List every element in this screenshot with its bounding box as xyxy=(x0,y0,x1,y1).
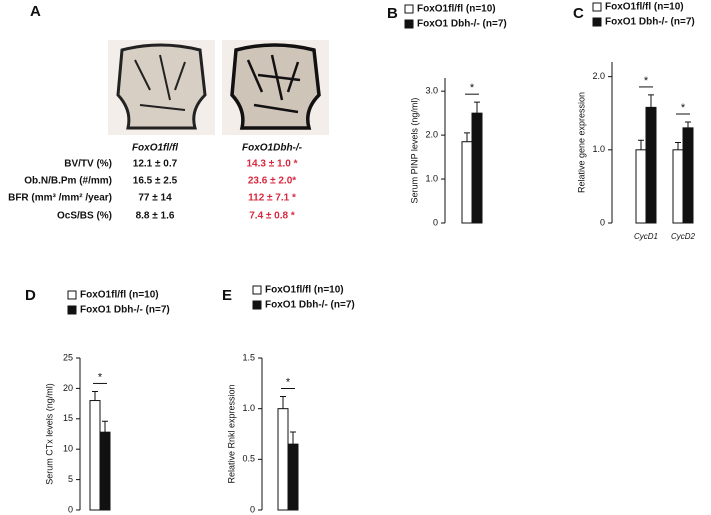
legend-label: FoxO1 Dbh-/- (n=7) xyxy=(265,300,355,311)
column-header: FoxO1fl/fl xyxy=(132,143,178,154)
bar xyxy=(277,408,289,511)
y-tick-label: 0 xyxy=(250,504,255,514)
row-label: Ob.N/B.Pm (#/mm) xyxy=(24,176,112,187)
significance-label: * xyxy=(470,82,475,94)
x-tick-label: CycD1 xyxy=(634,232,658,241)
error-bar xyxy=(290,431,296,445)
cell: 23.6 ± 2.0* xyxy=(248,176,296,187)
error-bar xyxy=(474,101,480,114)
y-tick-label: 2.0 xyxy=(592,71,605,81)
x-tick-label: CycD2 xyxy=(671,232,696,241)
y-tick-label: 15 xyxy=(63,413,73,423)
significance-label: * xyxy=(644,75,649,87)
legend-label: FoxO1fl/fl (n=10) xyxy=(605,2,684,13)
y-tick-label: 1.5 xyxy=(242,352,255,362)
legend-label: FoxO1 Dbh-/- (n=7) xyxy=(80,305,170,316)
y-tick-label: 0 xyxy=(600,217,605,227)
significance-label: * xyxy=(286,376,291,388)
error-bar xyxy=(648,94,654,108)
panel-letter: A xyxy=(30,3,41,20)
legend-swatch xyxy=(252,300,262,310)
cell: 77 ± 14 xyxy=(138,193,172,204)
y-tick-label: 20 xyxy=(63,383,73,393)
panel-letter: E xyxy=(222,287,232,304)
y-tick-label: 5 xyxy=(68,474,73,484)
error-bar xyxy=(92,390,98,401)
legend-swatch xyxy=(404,4,414,14)
error-bar xyxy=(280,396,286,409)
legend-swatch xyxy=(592,17,602,27)
error-bar xyxy=(675,142,681,150)
cell: 14.3 ± 1.0 * xyxy=(246,159,297,170)
bar xyxy=(672,149,684,224)
legend-label: FoxO1fl/fl (n=10) xyxy=(265,285,344,296)
row-label: BFR (mm³ /mm² /year) xyxy=(8,193,112,204)
legend-swatch xyxy=(252,285,262,295)
y-tick-label: 0 xyxy=(433,217,438,227)
error-bar xyxy=(102,420,108,433)
row-label: BV/TV (%) xyxy=(64,159,112,170)
error-bar xyxy=(685,121,691,128)
y-tick-label: 0 xyxy=(68,504,73,514)
legend-swatch xyxy=(67,290,77,300)
significance-label: * xyxy=(98,371,103,383)
bar xyxy=(471,112,483,224)
cell: 7.4 ± 0.8 * xyxy=(249,211,295,222)
legend-swatch xyxy=(67,305,77,315)
cell: 112 ± 7.1 * xyxy=(248,193,296,204)
y-axis-label: Relative Rnkl expression xyxy=(226,384,236,483)
bar xyxy=(89,400,101,511)
bar xyxy=(645,106,657,224)
cell: 12.1 ± 0.7 xyxy=(133,159,178,170)
bone-image xyxy=(222,40,329,135)
legend-swatch xyxy=(592,2,602,12)
bar xyxy=(461,141,473,224)
cell: 16.5 ± 2.5 xyxy=(133,176,178,187)
bar xyxy=(635,149,647,224)
y-axis-label: Serum PINP levels (ng/ml) xyxy=(409,98,419,204)
legend-swatch xyxy=(404,19,414,29)
y-tick-label: 1.0 xyxy=(425,173,438,183)
bar xyxy=(287,443,299,511)
error-bar xyxy=(464,132,470,142)
y-axis-label: Relative gene expression xyxy=(576,92,586,193)
cell: 8.8 ± 1.6 xyxy=(136,211,175,222)
legend-label: FoxO1 Dbh-/- (n=7) xyxy=(417,19,507,30)
y-tick-label: 25 xyxy=(63,352,73,362)
panel-letter: C xyxy=(573,5,584,22)
y-tick-label: 3.0 xyxy=(425,86,438,96)
column-header: FoxO1Dbh-/- xyxy=(242,143,303,154)
legend-label: FoxO1fl/fl (n=10) xyxy=(417,4,496,15)
y-tick-label: 0.5 xyxy=(242,454,255,464)
bar xyxy=(682,127,694,224)
row-label: OcS/BS (%) xyxy=(57,211,112,222)
error-bar xyxy=(638,139,644,150)
bone-image xyxy=(108,40,215,135)
legend-label: FoxO1 Dbh-/- (n=7) xyxy=(605,17,695,28)
panel-letter: D xyxy=(25,287,36,304)
legend-label: FoxO1fl/fl (n=10) xyxy=(80,290,159,301)
y-tick-label: 1.0 xyxy=(242,403,255,413)
significance-label: * xyxy=(681,102,686,114)
bar xyxy=(99,431,111,511)
panel-letter: B xyxy=(387,5,398,22)
y-tick-label: 2.0 xyxy=(425,129,438,139)
y-axis-label: Serum CTx levels (ng/ml) xyxy=(44,383,54,485)
y-tick-label: 1.0 xyxy=(592,144,605,154)
y-tick-label: 10 xyxy=(63,444,73,454)
